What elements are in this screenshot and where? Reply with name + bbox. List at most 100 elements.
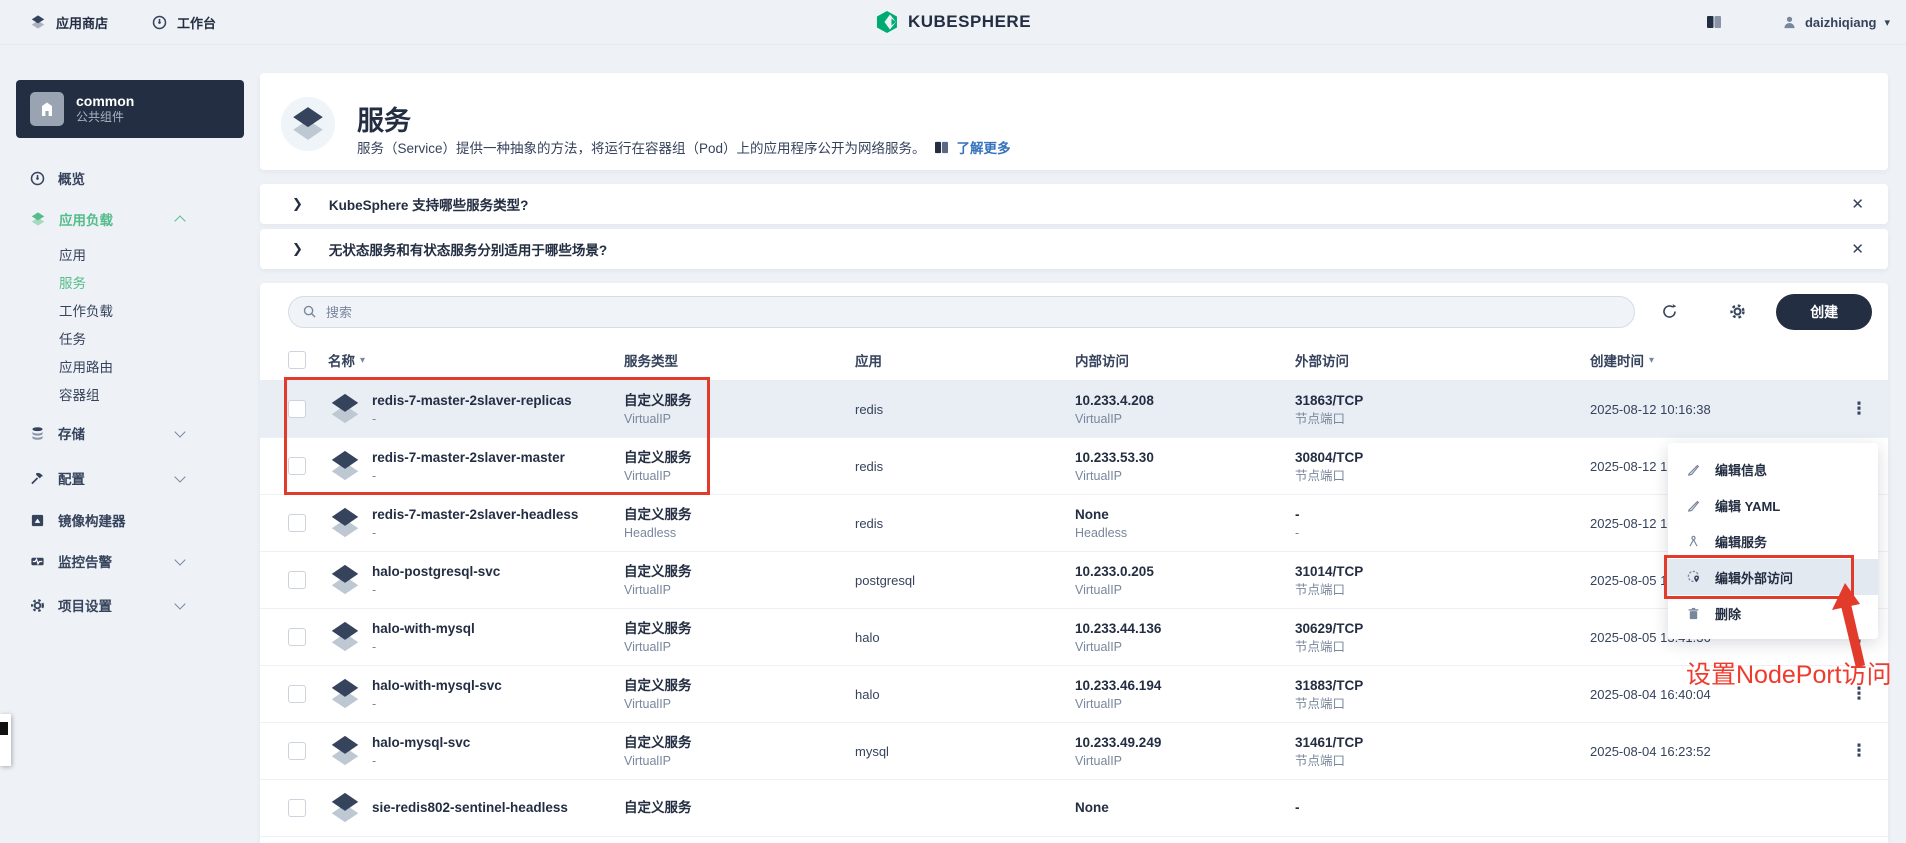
menu-item-edit-yaml[interactable]: 编辑 YAML [1668,487,1878,523]
row-actions-kebab-icon[interactable]: ⋮ [1850,684,1868,703]
cell-created: 2025-08-04 16:40:04 [1590,686,1711,702]
cell-external: 31461/TCP 节点端口 [1295,734,1364,768]
image-builder-icon [30,513,45,528]
cell-created: 2025-08-04 16:23:52 [1590,743,1711,759]
service-icon [328,677,362,711]
table-row[interactable]: halo-postgresql-svc - 自定义服务 VirtualIP post… [260,552,1888,609]
service-name-link[interactable]: halo-postgresql-svc [372,563,501,579]
user-menu[interactable]: daizhiqiang ▾ [1782,15,1890,30]
sort-caret-icon[interactable]: ▾ [1649,354,1655,366]
service-name-link[interactable]: redis-7-master-2slaver-replicas [372,392,572,408]
menu-item-edit-service[interactable]: 编辑服务 [1668,523,1878,559]
workbench-icon [152,15,167,30]
docs-icon[interactable] [1706,15,1722,29]
row-checkbox[interactable] [288,514,306,532]
close-icon[interactable]: ✕ [1851,196,1864,213]
service-name-link[interactable]: halo-mysql-svc [372,734,471,750]
row-checkbox[interactable] [288,685,306,703]
row-checkbox[interactable] [288,400,306,418]
project-type: 公共组件 [76,110,125,124]
menu-item-edit-external-access[interactable]: 编辑外部访问 [1668,559,1878,595]
hammer-icon [30,471,45,486]
col-created[interactable]: 创建时间 [1590,354,1644,369]
cell-name: halo-postgresql-svc - [328,563,624,598]
nav-workbench[interactable]: 工作台 [152,13,216,32]
cell-name: redis-7-master-2slaver-headless - [328,506,624,541]
project-card[interactable]: common 公共组件 [16,80,244,138]
select-all-checkbox[interactable] [288,351,306,369]
table-settings-gear-icon[interactable] [1705,303,1771,320]
learn-more-link[interactable]: 了解更多 [956,141,1011,156]
row-checkbox[interactable] [288,742,306,760]
create-button[interactable]: 创建 [1776,293,1872,330]
table-row[interactable]: halo-with-mysql - 自定义服务 VirtualIP halo 10.… [260,609,1888,666]
chevron-right-icon: ❯ [292,241,303,256]
chevron-down-icon [174,470,186,483]
close-icon[interactable]: ✕ [1851,241,1864,258]
sidebar-item-label: 应用负载 [59,213,113,228]
cell-app: mysql [855,743,889,759]
menu-item-delete[interactable]: 删除 [1668,595,1878,631]
service-icon [328,563,362,597]
row-checkbox[interactable] [288,799,306,817]
service-name-link[interactable]: halo-with-mysql-svc [372,677,502,693]
storage-icon [30,426,45,441]
table-row[interactable]: redis-7-master-2slaver-master - 自定义服务 Virt… [260,438,1888,495]
col-name[interactable]: 名称 [328,354,355,369]
row-checkbox[interactable] [288,457,306,475]
table-row[interactable]: redis-7-master-2slaver-headless - 自定义服务 He… [260,495,1888,552]
sidebar-item-workloads[interactable]: 工作负载 [59,304,113,319]
service-name-link[interactable]: redis-7-master-2slaver-headless [372,506,579,522]
sidebar-item-applications[interactable]: 应用 [59,248,86,263]
faq-banner-stateless-stateful[interactable]: ❯ 无状态服务和有状态服务分别适用于哪些场景? ✕ [260,229,1888,269]
sidebar-item-image-builder[interactable]: 镜像构建器 [0,502,260,538]
page-title: 服务 [357,106,411,136]
faq-banner-service-types[interactable]: ❯ KubeSphere 支持哪些服务类型? ✕ [260,184,1888,224]
sidebar-item-jobs[interactable]: 任务 [59,332,86,347]
service-name-link[interactable]: halo-with-mysql [372,620,475,636]
row-checkbox[interactable] [288,571,306,589]
sidebar-item-configuration[interactable]: 配置 [0,460,260,496]
sidebar-item-monitoring-alerts[interactable]: 监控告警 [0,543,260,579]
cell-external: - [1295,799,1300,815]
sidebar-item-overview[interactable]: 概览 [0,160,260,196]
top-navbar: 应用商店 工作台 KUBESPHERE daizhiqiang ▾ [0,0,1906,45]
row-checkbox[interactable] [288,628,306,646]
sidebar-item-pods[interactable]: 容器组 [59,388,100,403]
row-actions-kebab-icon[interactable]: ⋮ [1850,399,1868,418]
table-row[interactable]: halo-mysql-svc - 自定义服务 VirtualIP mysql 10.… [260,723,1888,780]
sidebar-item-storage[interactable]: 存储 [0,415,260,451]
globe-pin-icon [1686,570,1701,584]
sidebar-item-app-workloads[interactable]: 应用负载 [0,201,260,237]
cell-type: 自定义服务 VirtualIP [624,563,692,597]
kubesphere-logo[interactable]: KUBESPHERE [875,10,1031,34]
kubesphere-logo-mark [876,11,897,33]
table-row[interactable]: halo-with-mysql-svc - 自定义服务 VirtualIP halo… [260,666,1888,723]
cell-type: 自定义服务 VirtualIP [624,677,692,711]
service-edit-icon [1686,535,1701,548]
row-actions-kebab-icon[interactable]: ⋮ [1850,741,1868,760]
service-name-link[interactable]: sie-redis802-sentinel-headless [372,799,568,815]
sidebar-item-project-settings[interactable]: 项目设置 [0,587,260,623]
refresh-icon[interactable] [1635,303,1705,320]
cell-internal: None [1075,799,1109,815]
table-toolbar: 搜索 创建 [260,283,1888,340]
search-input[interactable]: 搜索 [288,295,1635,328]
service-name-link[interactable]: redis-7-master-2slaver-master [372,449,565,465]
cell-name: redis-7-master-2slaver-master - [328,449,624,484]
cell-type: 自定义服务 Headless [624,506,692,540]
sidebar-item-services[interactable]: 服务 [59,276,86,291]
edge-popup-window[interactable] [0,714,11,766]
cell-type: 自定义服务 VirtualIP [624,734,692,768]
sidebar-item-routes[interactable]: 应用路由 [59,360,113,375]
table-row[interactable]: redis-7-master-2slaver-replicas - 自定义服务 Vi… [260,381,1888,438]
page-description: 服务（Service）提供一种抽象的方法，将运行在容器组（Pod）上的应用程序公… [357,141,926,156]
cell-internal: None Headless [1075,506,1128,540]
menu-item-edit-info[interactable]: 编辑信息 [1668,451,1878,487]
project-icon [30,92,64,126]
sort-caret-icon[interactable]: ▾ [360,354,366,366]
kubesphere-logo-text: KUBESPHERE [907,12,1032,31]
cell-created: 2025-08-05 1 [1590,572,1668,588]
user-caret-down-icon: ▾ [1884,16,1890,29]
nav-app-store[interactable]: 应用商店 [30,13,108,32]
